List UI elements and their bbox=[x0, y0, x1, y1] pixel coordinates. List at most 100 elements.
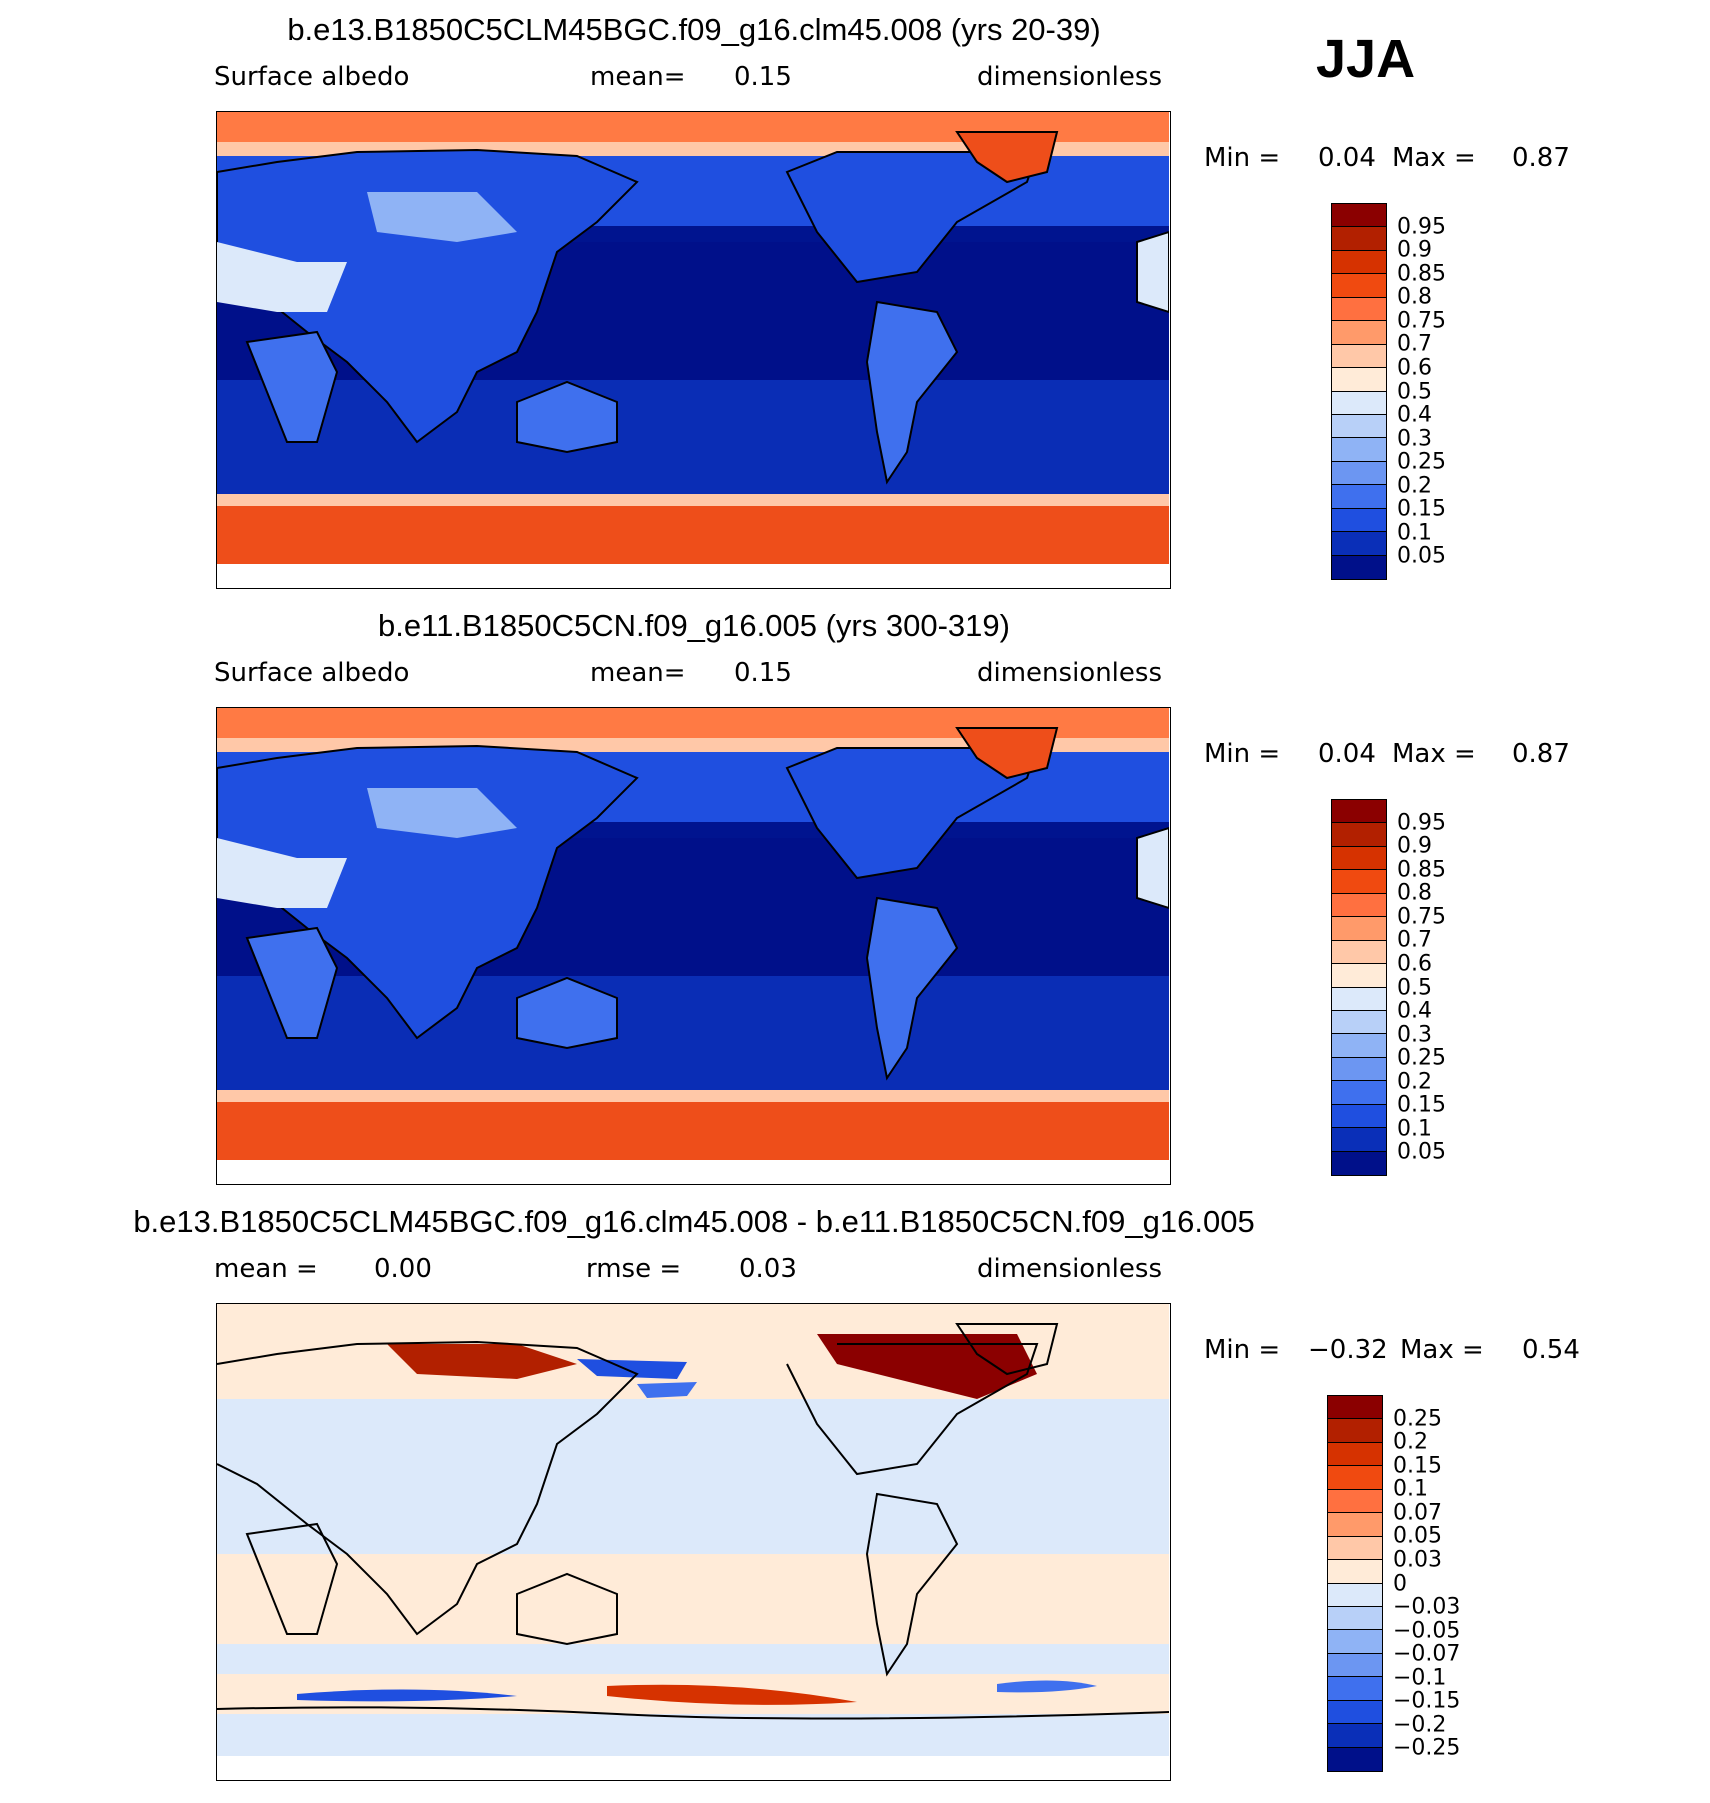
panel-3-rmse-label: rmse = bbox=[586, 1254, 682, 1284]
colorbar-segment bbox=[1332, 368, 1386, 392]
colorbar-segment bbox=[1328, 1489, 1382, 1514]
colorbar-segment bbox=[1332, 204, 1386, 228]
colorbar-segment bbox=[1332, 555, 1386, 579]
panel-1-min-value: 0.04 bbox=[1318, 143, 1376, 173]
colorbar-tick-label: 0.2 bbox=[1393, 1429, 1428, 1455]
panel-1-colorbar-labels: 0.95 0.9 0.85 0.8 0.75 0.7 0.6 0.5 0.4 0.3 0.25 0.2… bbox=[1397, 203, 1507, 580]
colorbar-tick-label: 0.95 bbox=[1397, 214, 1446, 240]
colorbar-segment bbox=[1328, 1630, 1382, 1654]
colorbar-tick-label: 0.05 bbox=[1397, 1139, 1446, 1165]
colorbar-tick-label: 0.07 bbox=[1393, 1500, 1442, 1526]
colorbar-segment bbox=[1328, 1466, 1382, 1490]
panel-1-units: dimensionless bbox=[977, 62, 1162, 92]
colorbar-tick-label: 0.4 bbox=[1397, 402, 1432, 428]
panel-2-colorbar-labels: 0.95 0.9 0.85 0.8 0.75 0.7 0.6 0.5 0.4 0.3 0.25 0.2… bbox=[1397, 799, 1507, 1176]
colorbar-tick-label: 0.25 bbox=[1397, 1045, 1446, 1071]
season-label: JJA bbox=[1316, 29, 1416, 89]
colorbar-segment bbox=[1328, 1396, 1382, 1420]
colorbar-segment bbox=[1332, 227, 1386, 251]
colorbar-segment bbox=[1328, 1536, 1382, 1561]
colorbar-tick-label: 0.05 bbox=[1393, 1523, 1442, 1549]
colorbar-tick-label: 0.15 bbox=[1397, 496, 1446, 522]
colorbar-tick-label: 0.85 bbox=[1397, 261, 1446, 287]
colorbar-segment bbox=[1332, 893, 1386, 918]
colorbar-segment bbox=[1332, 964, 1386, 988]
colorbar-tick-label: 0.2 bbox=[1397, 473, 1432, 499]
colorbar-tick-label: 0.7 bbox=[1397, 331, 1432, 357]
panel-1-map-svg bbox=[217, 112, 1169, 587]
panel-2-title: b.e11.B1850C5CN.f09_g16.005 (yrs 300-319… bbox=[378, 608, 1010, 643]
colorbar-segment bbox=[1328, 1724, 1382, 1748]
colorbar-tick-label: 0.1 bbox=[1397, 1116, 1432, 1142]
panel-3-map bbox=[216, 1303, 1171, 1781]
colorbar-segment bbox=[1328, 1442, 1382, 1467]
panel-3-min-label: Min = bbox=[1204, 1335, 1281, 1365]
panel-2-min-value: 0.04 bbox=[1318, 739, 1376, 769]
colorbar-tick-label: 0.25 bbox=[1393, 1406, 1442, 1432]
panel-3-map-svg bbox=[217, 1304, 1169, 1779]
colorbar-tick-label: 0.5 bbox=[1397, 975, 1432, 1000]
colorbar-segment bbox=[1328, 1606, 1382, 1631]
colorbar-segment bbox=[1332, 1057, 1386, 1082]
colorbar-tick-label: 0.1 bbox=[1393, 1476, 1428, 1502]
colorbar-tick-label: −0.25 bbox=[1393, 1735, 1461, 1761]
panel-1-mean-value: 0.15 bbox=[734, 62, 792, 92]
colorbar-tick-label: −0.07 bbox=[1393, 1641, 1461, 1667]
colorbar-tick-label: 0.85 bbox=[1397, 857, 1446, 883]
colorbar-tick-label: 0.3 bbox=[1397, 426, 1432, 452]
colorbar-tick-label: −0.03 bbox=[1393, 1594, 1461, 1620]
colorbar-segment bbox=[1328, 1747, 1382, 1771]
panel-3-max-value: 0.54 bbox=[1522, 1335, 1580, 1365]
colorbar-tick-label: 0.03 bbox=[1393, 1547, 1442, 1573]
colorbar-tick-label: −0.15 bbox=[1393, 1688, 1461, 1714]
panel-1-colorbar bbox=[1331, 203, 1387, 580]
panel-1-map bbox=[216, 111, 1171, 589]
colorbar-tick-label: 0 bbox=[1393, 1571, 1407, 1596]
panel-2-max-value: 0.87 bbox=[1512, 739, 1570, 769]
colorbar-segment bbox=[1332, 846, 1386, 871]
panel-2-colorbar bbox=[1331, 799, 1387, 1176]
colorbar-segment bbox=[1328, 1700, 1382, 1725]
colorbar-segment bbox=[1332, 532, 1386, 556]
panel-2-units: dimensionless bbox=[977, 658, 1162, 688]
colorbar-segment bbox=[1332, 823, 1386, 847]
panel-1-title: b.e13.B1850C5CLM45BGC.f09_g16.clm45.008 … bbox=[287, 12, 1101, 47]
colorbar-segment bbox=[1332, 1010, 1386, 1035]
colorbar-segment bbox=[1332, 917, 1386, 941]
panel-1-max-label: Max = bbox=[1392, 143, 1476, 173]
panel-3-title: b.e13.B1850C5CLM45BGC.f09_g16.clm45.008 … bbox=[133, 1204, 1255, 1239]
panel-1-variable: Surface albedo bbox=[214, 62, 410, 92]
panel-2-map-svg bbox=[217, 708, 1169, 1183]
colorbar-segment bbox=[1328, 1513, 1382, 1537]
colorbar-segment bbox=[1332, 321, 1386, 345]
colorbar-tick-label: 0.6 bbox=[1397, 951, 1432, 977]
colorbar-segment bbox=[1328, 1653, 1382, 1678]
colorbar-segment bbox=[1332, 508, 1386, 533]
colorbar-tick-label: −0.2 bbox=[1393, 1712, 1447, 1738]
colorbar-segment bbox=[1332, 438, 1386, 462]
colorbar-tick-label: 0.15 bbox=[1397, 1092, 1446, 1118]
colorbar-tick-label: 0.95 bbox=[1397, 810, 1446, 836]
colorbar-segment bbox=[1328, 1677, 1382, 1701]
panel-3-rmse-value: 0.03 bbox=[739, 1254, 797, 1284]
panel-2-variable: Surface albedo bbox=[214, 658, 410, 688]
colorbar-tick-label: 0.4 bbox=[1397, 998, 1432, 1024]
colorbar-segment bbox=[1332, 274, 1386, 298]
colorbar-segment bbox=[1332, 987, 1386, 1011]
colorbar-segment bbox=[1332, 1081, 1386, 1105]
panel-2-min-label: Min = bbox=[1204, 739, 1281, 769]
colorbar-segment bbox=[1332, 297, 1386, 322]
panel-3-min-value: −0.32 bbox=[1308, 1335, 1388, 1365]
colorbar-segment bbox=[1332, 1034, 1386, 1058]
panel-3-units: dimensionless bbox=[977, 1254, 1162, 1284]
panel-3-mean-label: mean = bbox=[214, 1254, 318, 1284]
panel-1-max-value: 0.87 bbox=[1512, 143, 1570, 173]
colorbar-tick-label: 0.2 bbox=[1397, 1069, 1432, 1095]
colorbar-tick-label: 0.25 bbox=[1397, 449, 1446, 475]
colorbar-tick-label: 0.3 bbox=[1397, 1022, 1432, 1048]
colorbar-tick-label: 0.05 bbox=[1397, 543, 1446, 569]
panel-2-mean-label: mean= bbox=[590, 658, 686, 688]
colorbar-tick-label: 0.15 bbox=[1393, 1453, 1442, 1479]
colorbar-segment bbox=[1332, 414, 1386, 439]
panel-3-mean-value: 0.00 bbox=[374, 1254, 432, 1284]
